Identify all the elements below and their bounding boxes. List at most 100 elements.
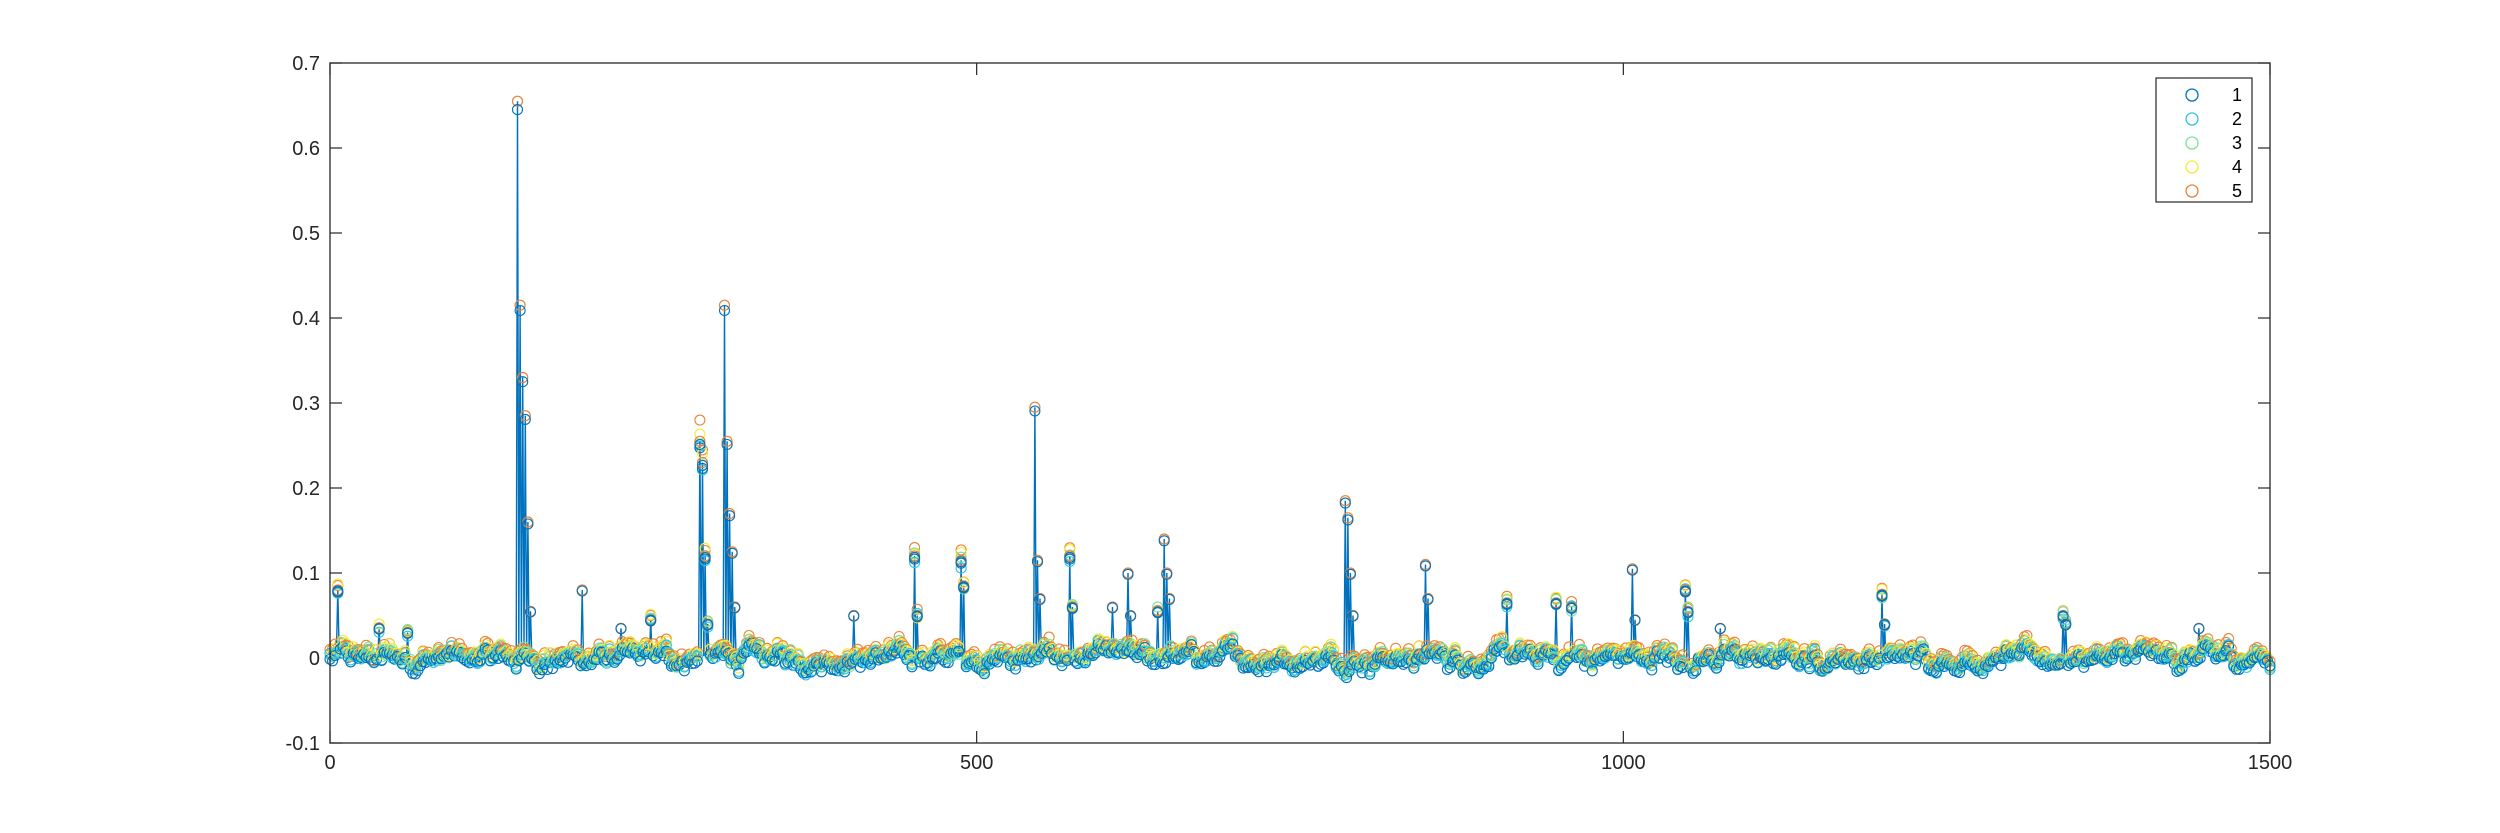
series-markers: [324, 95, 2276, 684]
plot-area: [330, 63, 2270, 743]
series-5-point: [934, 638, 947, 650]
series-1-point: [2192, 654, 2204, 666]
legend-label-1: 1: [2232, 85, 2242, 105]
series-1-peak-point: [1125, 610, 1137, 622]
legend-label-2: 2: [2232, 109, 2242, 129]
series-1-peak-point: [911, 610, 923, 622]
series-1-point: [1356, 667, 1368, 679]
series-4-point: [1276, 644, 1288, 656]
series-1-peak-point: [1163, 593, 1175, 605]
series-1-peak-point: [1064, 551, 1076, 564]
series-5-point: [1729, 636, 1741, 648]
series-1-point: [1087, 649, 1099, 661]
series-1-point: [562, 656, 574, 668]
series-3-point: [955, 551, 967, 563]
series-1-peak-point: [1029, 405, 1041, 417]
series-1-peak-point: [402, 627, 414, 639]
series-5-peak-point: [511, 95, 524, 107]
series-5-point: [911, 603, 923, 615]
series-4-point: [1811, 651, 1823, 663]
series-5-point: [1677, 649, 1689, 661]
series-3-point: [1550, 593, 1562, 605]
series-1-peak-point: [1566, 602, 1578, 614]
series-2-point: [1227, 633, 1239, 645]
series-1-point: [1444, 662, 1456, 674]
series-1-peak-point: [1158, 535, 1170, 547]
series-4-point: [642, 639, 654, 651]
legend-label-5: 5: [2232, 181, 2242, 201]
series-2-point: [402, 630, 414, 642]
series-1-point: [2173, 664, 2186, 677]
legend: 1 2 3 4 5: [2155, 77, 2253, 203]
series-5-peak-point: [517, 371, 529, 384]
series-3-point: [402, 624, 414, 636]
legend-marker-1: [2185, 88, 2199, 102]
series-1-peak-point: [517, 376, 529, 388]
y-tick-label: 0.1: [292, 563, 320, 585]
series-1-point: [1858, 663, 1870, 675]
series-1-peak-point: [1501, 598, 1513, 610]
series-2-point: [1858, 658, 1870, 670]
series-1-peak-point: [576, 585, 588, 597]
x-tick-label: 500: [960, 752, 993, 774]
series-1-point: [1954, 667, 1966, 679]
series-1-peak-point: [1347, 610, 1359, 622]
series-2-point: [373, 626, 385, 638]
series-4-point: [1679, 580, 1691, 592]
series-3-point: [1449, 644, 1461, 656]
series-1-peak-point: [1034, 593, 1046, 605]
series-1-point: [327, 655, 339, 667]
series-1-peak-point: [514, 304, 526, 317]
series-2-point: [1682, 611, 1694, 623]
series-5-point: [1043, 631, 1055, 643]
series-1-point: [1646, 664, 1658, 676]
series-1-point: [1873, 652, 1885, 664]
series-1-point: [906, 661, 918, 673]
series-5-point: [2225, 642, 2237, 654]
series-5-peak-point: [694, 435, 706, 447]
series-3-point: [368, 651, 380, 663]
y-tick-label: 0.3: [292, 393, 320, 415]
series-1-peak-point: [1626, 564, 1638, 576]
series-2-point: [1211, 653, 1223, 665]
series-3-point: [1152, 601, 1164, 613]
series-1-peak-point: [1066, 602, 1078, 614]
series-1-peak-point: [2057, 610, 2069, 622]
series-1-peak-point: [726, 547, 738, 559]
series-1-peak-point: [524, 606, 537, 618]
x-tick-label: 1000: [1601, 752, 1646, 774]
series-4-point: [1325, 638, 1337, 650]
series-5-peak-point: [721, 435, 733, 447]
series-1-point: [1149, 659, 1161, 671]
series-4-point: [1912, 642, 1924, 654]
series-5-peak-point: [514, 299, 526, 311]
series-1-peak-point: [1342, 514, 1354, 526]
series-2-point: [955, 562, 967, 574]
series-1-peak-point: [1422, 593, 1434, 605]
series-5-peak-point: [1029, 401, 1041, 413]
series-1-peak-point: [615, 623, 627, 635]
series-5-point: [694, 414, 706, 426]
y-tick-label: 0: [309, 648, 320, 670]
legend-label-4: 4: [2232, 157, 2242, 177]
series-1-point: [1532, 658, 1544, 670]
series-1-peak-point: [1419, 560, 1432, 572]
series-1-peak-point: [848, 610, 860, 622]
legend-box: [2155, 77, 2253, 203]
series-5-point: [2021, 630, 2033, 642]
series-1-peak-point: [1550, 598, 1562, 610]
axes-box: [329, 62, 2271, 744]
x-tick-label: 0: [324, 752, 335, 774]
legend-marker-3: [2185, 136, 2199, 150]
series-1-peak-point: [721, 438, 733, 451]
y-tick-label: 0.6: [292, 138, 320, 160]
series-1-peak-point: [909, 551, 921, 564]
series-1-peak-point: [1152, 606, 1164, 618]
series-1-peak-point: [511, 104, 524, 116]
series-1-peak-point: [1679, 585, 1691, 597]
series-4-point: [958, 577, 970, 589]
y-tick-label: 0.2: [292, 478, 320, 500]
series-1-peak-point: [702, 618, 714, 631]
series-4-point: [645, 608, 657, 620]
